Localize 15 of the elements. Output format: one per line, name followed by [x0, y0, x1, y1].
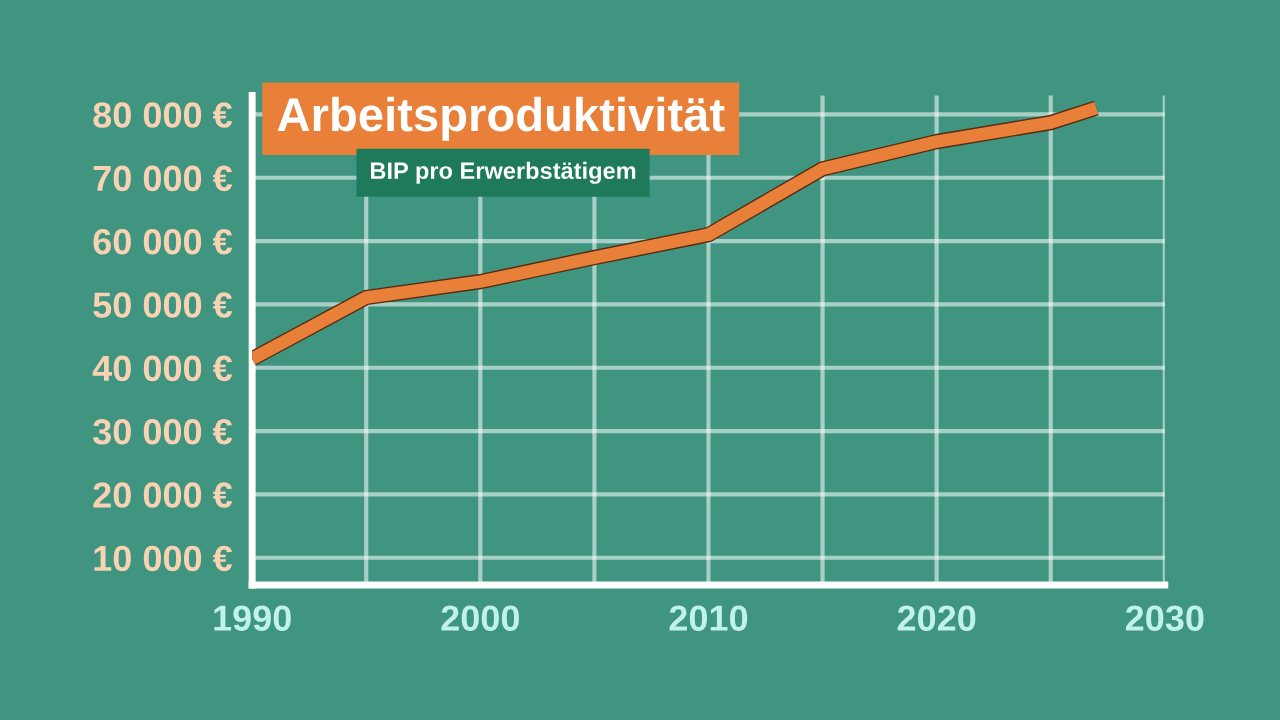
x-tick-label: 2020: [897, 605, 976, 631]
x-tick-label: 2030: [1125, 605, 1204, 632]
y-tick-label: 50 000 €: [93, 292, 233, 318]
y-tick-label: 80 000 €: [93, 102, 233, 128]
y-tick-label: 40 000 €: [92, 355, 233, 382]
y-tick-label: 60 000 €: [93, 228, 233, 255]
text: BIP pro Erwerbstätigem: [371, 161, 636, 184]
chart-title: Arbeitsproduktivität: [277, 96, 725, 141]
x-tick-label: 1990: [214, 605, 291, 631]
x-tick-label: 2000: [441, 605, 520, 631]
y-tick-label: 30 000 €: [92, 418, 233, 445]
y-tick-label: 10 000 €: [94, 545, 233, 572]
y-tick-label: 20 000 €: [93, 482, 233, 508]
y-tick-label: 70 000 €: [93, 165, 233, 192]
x-tick-label: 2010: [669, 605, 748, 631]
